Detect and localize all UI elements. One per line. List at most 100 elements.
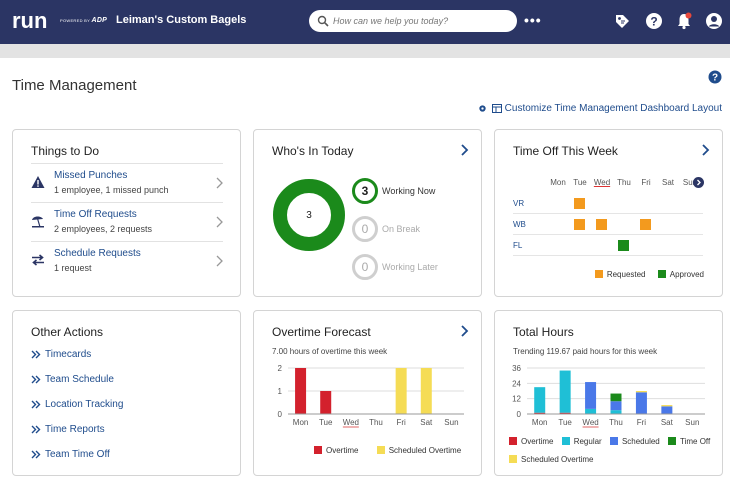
notification-dot xyxy=(685,12,692,19)
legend-scheduled: Scheduled xyxy=(609,437,660,446)
search-icon xyxy=(317,15,329,27)
bar-regular-wed[interactable] xyxy=(585,408,597,414)
stat-count: 0 xyxy=(352,254,378,280)
employee-initials[interactable]: WB xyxy=(513,220,526,229)
bar-scheduled-thu[interactable] xyxy=(610,401,622,411)
page-help-icon[interactable]: ? xyxy=(708,70,722,84)
chevron-right-icon[interactable] xyxy=(459,325,469,337)
bar-time-off-thu[interactable] xyxy=(610,393,622,402)
run-logo[interactable]: run xyxy=(12,10,58,32)
todo-subtext: 2 employees, 2 requests xyxy=(54,224,153,234)
bar-scheduled-sat[interactable] xyxy=(661,406,673,414)
time-off-approved-fl-thu[interactable] xyxy=(618,240,629,251)
working-donut: 3 xyxy=(273,179,345,251)
beach-umbrella-icon xyxy=(32,216,44,228)
powered-by-adp: POWERED BY ADP xyxy=(60,17,108,24)
time-off-row-vr: VR xyxy=(513,193,703,214)
bar-scheduled-overtime-sat[interactable] xyxy=(661,405,673,407)
y-tick-label: 12 xyxy=(512,395,521,404)
stat-on-break[interactable]: 0 On Break xyxy=(352,216,482,244)
chevron-right-icon[interactable] xyxy=(215,255,223,267)
help-icon[interactable]: ? xyxy=(645,12,663,30)
bar-overtime-tue[interactable] xyxy=(320,391,332,414)
y-tick-label: 0 xyxy=(278,410,283,419)
x-tick-label: Wed xyxy=(343,418,359,427)
user-icon[interactable] xyxy=(705,12,723,30)
x-tick-label: Fri xyxy=(396,418,406,427)
search-bar[interactable] xyxy=(309,10,517,32)
double-chevron-right-icon xyxy=(31,375,41,384)
time-off-row-fl: FL xyxy=(513,235,703,256)
donut-center-value: 3 xyxy=(306,210,312,221)
action-team-schedule[interactable]: Team Schedule xyxy=(31,374,114,385)
employee-initials[interactable]: VR xyxy=(513,199,525,208)
x-tick-label: Fri xyxy=(637,418,647,427)
whos-in-today-card: Who's In Today 3 3 Working Now 0 On Brea… xyxy=(253,129,482,297)
time-off-requested-wb-wed[interactable] xyxy=(596,219,607,230)
card-title: Other Actions xyxy=(31,325,104,339)
bar-regular-thu[interactable] xyxy=(610,410,622,414)
double-chevron-right-icon xyxy=(31,350,41,359)
action-location-tracking[interactable]: Location Tracking xyxy=(31,399,123,410)
stat-label: Working Later xyxy=(382,262,438,272)
bar-regular-tue[interactable] xyxy=(559,370,571,413)
day-header: Thu xyxy=(617,178,631,187)
todo-link[interactable]: Schedule Requests xyxy=(54,248,141,259)
total-hours-chart: 0 12 24 36 Mon Tue Wed Thu Fri Sat Sun xyxy=(512,364,705,428)
stat-working-later[interactable]: 0 Working Later xyxy=(352,254,482,282)
bar-scheduled-overtime-fri[interactable] xyxy=(635,391,647,393)
overtime-summary: 7.00 hours of overtime this week xyxy=(272,347,388,356)
bar-regular-mon[interactable] xyxy=(534,387,546,413)
y-tick-label: 1 xyxy=(278,387,283,396)
top-navigation-bar: run POWERED BY ADP Leiman's Custom Bagel… xyxy=(0,0,730,44)
employee-initials[interactable]: FL xyxy=(513,241,523,250)
time-off-legend: Requested Approved xyxy=(585,270,704,279)
todo-missed-punches[interactable]: Missed Punches 1 employee, 1 missed punc… xyxy=(31,163,223,202)
total-hours-card: Total Hours Trending 119.67 paid hours f… xyxy=(494,310,723,476)
customize-dashboard-link[interactable]: Customize Time Management Dashboard Layo… xyxy=(478,103,722,114)
stat-working-now[interactable]: 3 Working Now xyxy=(352,178,482,206)
todo-subtext: 1 employee, 1 missed punch xyxy=(54,185,169,195)
tag-icon[interactable] xyxy=(613,12,631,30)
overtime-forecast-card: Overtime Forecast 7.00 hours of overtime… xyxy=(253,310,482,476)
layout-icon xyxy=(491,104,502,113)
time-off-requested-wb-fri[interactable] xyxy=(640,219,651,230)
action-timecards[interactable]: Timecards xyxy=(31,349,91,360)
search-input[interactable] xyxy=(333,13,513,29)
chevron-right-icon[interactable] xyxy=(215,177,223,189)
more-menu-button[interactable]: ••• xyxy=(524,12,542,28)
day-header: Mon xyxy=(550,178,566,187)
warning-icon xyxy=(31,176,45,188)
bar-scheduled-fri[interactable] xyxy=(635,392,647,414)
time-off-requested-vr-tue[interactable] xyxy=(574,198,585,209)
svg-text:?: ? xyxy=(712,73,718,84)
bar-scheduled-wed[interactable] xyxy=(585,382,597,409)
todo-link[interactable]: Missed Punches xyxy=(54,170,128,181)
x-tick-label: Mon xyxy=(532,418,548,427)
day-header: Sat xyxy=(661,178,674,187)
bar-overtime-tue[interactable] xyxy=(559,412,571,414)
total-hours-legend-row2: Scheduled Overtime xyxy=(509,455,593,464)
chevron-right-icon[interactable] xyxy=(215,216,223,228)
bar-scheduled-overtime-fri[interactable] xyxy=(395,368,407,414)
card-title: Time Off This Week xyxy=(513,144,618,158)
legend-scheduled-overtime: Scheduled Overtime xyxy=(509,455,593,464)
time-off-requested-wb-tue[interactable] xyxy=(574,219,585,230)
todo-schedule-requests[interactable]: Schedule Requests 1 request xyxy=(31,241,223,280)
todo-time-off-requests[interactable]: Time Off Requests 2 employees, 2 request… xyxy=(31,202,223,241)
chevron-right-icon[interactable] xyxy=(459,144,469,156)
bar-overtime-mon[interactable] xyxy=(534,412,546,414)
bell-icon[interactable] xyxy=(675,12,693,30)
day-header: Sun xyxy=(682,178,698,187)
action-team-time-off[interactable]: Team Time Off xyxy=(31,449,110,460)
time-off-this-week-card: Time Off This Week Mon Tue Wed Thu Fri S… xyxy=(494,129,723,297)
time-off-row-wb: WB xyxy=(513,214,703,235)
next-week-icon[interactable] xyxy=(693,177,704,188)
chevron-right-icon[interactable] xyxy=(700,144,710,156)
company-name: Leiman's Custom Bagels xyxy=(116,14,247,26)
swap-arrows-icon xyxy=(32,254,44,266)
todo-link[interactable]: Time Off Requests xyxy=(54,209,137,220)
bar-scheduled-overtime-sat[interactable] xyxy=(420,368,432,414)
bar-overtime-mon[interactable] xyxy=(295,368,307,414)
action-time-reports[interactable]: Time Reports xyxy=(31,424,105,435)
